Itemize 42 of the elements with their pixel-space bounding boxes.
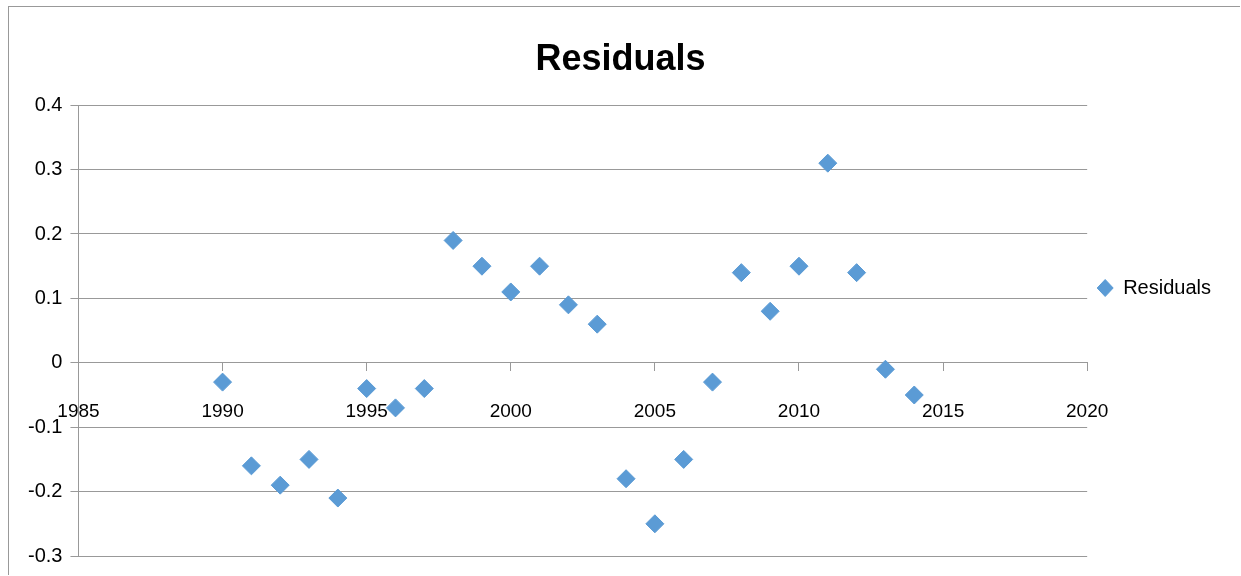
point [818,153,838,173]
y-tick-label: 0.4 [34,92,63,115]
x-tick-label: 2020 [1066,400,1109,422]
point [760,301,780,321]
x-tick-label: 1990 [201,400,244,422]
y-tick-label: -0.3 [27,543,63,566]
point [587,314,607,334]
point [385,398,405,418]
point [443,230,463,250]
x-tick-label: 2010 [777,400,821,422]
y-tick-label: 0.2 [34,221,63,244]
chart-title: Residuals [535,36,706,78]
legend-label: Residuals [1123,275,1212,298]
point [875,359,895,379]
point [270,475,290,495]
point [674,449,694,469]
x-tick-label: 2005 [633,400,677,422]
point [530,256,550,276]
x-tick-label: 1995 [345,400,388,422]
y-tick-label: 0 [51,350,63,373]
point [299,449,319,469]
point [703,372,723,392]
y-tick-label: 0.1 [34,285,63,308]
y-tick-label: -0.2 [27,479,63,502]
point [789,256,809,276]
point [904,385,924,405]
y-tick-label: 0.3 [34,157,63,180]
x-tick-label: 2000 [489,400,532,422]
point [357,379,377,399]
point [213,372,233,392]
point [731,263,751,283]
point [616,469,636,489]
point [558,295,578,315]
point [328,488,348,508]
point [414,379,434,399]
point [241,456,261,476]
point [472,256,492,276]
x-tick-label: 2015 [921,400,965,422]
point [645,514,665,534]
x-tick-label: 1985 [57,400,100,422]
point [501,282,521,302]
point [847,263,867,283]
